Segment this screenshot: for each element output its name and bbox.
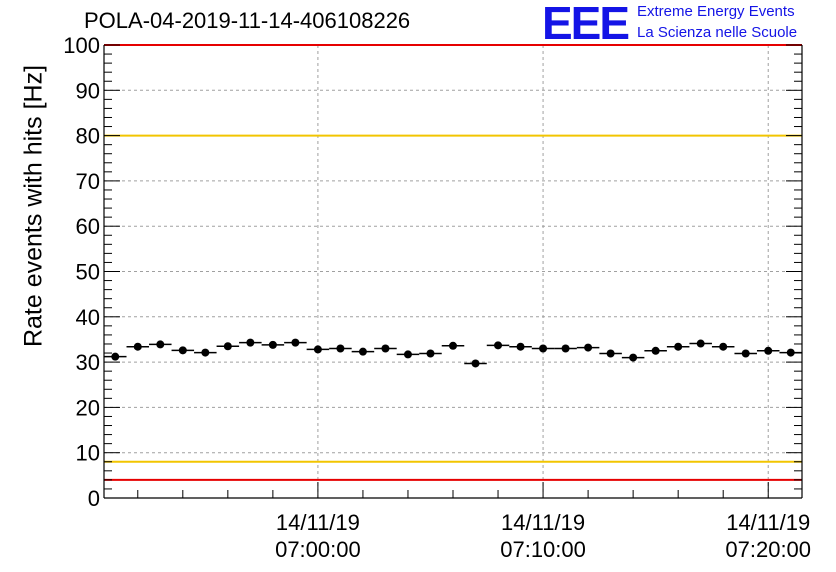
- y-tick-label: 90: [76, 78, 100, 103]
- data-point: [606, 349, 615, 358]
- data-point: [156, 340, 165, 349]
- y-tick-label: 100: [63, 33, 100, 58]
- y-tick-label: 0: [88, 486, 100, 511]
- chart-title: POLA-04-2019-11-14-406108226: [84, 8, 411, 33]
- data-point: [786, 348, 795, 357]
- x-tick-label-time: 07:20:00: [725, 537, 811, 562]
- data-point: [696, 339, 705, 348]
- data-point: [764, 346, 773, 355]
- y-tick-label: 60: [76, 214, 100, 239]
- data-point: [674, 342, 683, 351]
- data-point: [584, 343, 593, 352]
- x-tick-label-date: 14/11/19: [276, 510, 360, 535]
- y-tick-label: 80: [76, 124, 100, 149]
- data-point: [629, 353, 638, 362]
- data-point: [426, 349, 435, 358]
- x-ticks: 14/11/1907:00:0014/11/1907:10:0014/11/19…: [275, 510, 811, 562]
- eee-logo: EEE: [542, 0, 630, 49]
- reference-lines: [104, 44, 802, 481]
- data-point: [741, 349, 750, 358]
- data-points: [104, 338, 802, 368]
- data-point: [358, 347, 367, 356]
- data-point: [539, 344, 548, 353]
- data-point: [223, 342, 232, 351]
- logo-caption-line2: La Scienza nelle Scuole: [637, 24, 798, 41]
- data-point: [719, 342, 728, 351]
- data-point: [178, 346, 187, 355]
- data-point: [494, 341, 503, 350]
- x-tick-label-date: 14/11/19: [726, 510, 810, 535]
- y-tick-label: 10: [76, 441, 100, 466]
- data-point: [516, 342, 525, 351]
- data-point: [133, 342, 142, 351]
- data-point: [111, 352, 120, 361]
- y-tick-label: 70: [76, 169, 100, 194]
- data-point: [449, 341, 457, 350]
- data-point: [313, 345, 322, 354]
- grid: [104, 45, 802, 498]
- y-axis-label: Rate events with hits [Hz]: [19, 64, 48, 348]
- data-point: [651, 346, 660, 355]
- logo-caption-line1: Extreme Energy Events: [637, 3, 795, 20]
- axes: [103, 44, 803, 499]
- data-point: [561, 344, 570, 353]
- data-point: [268, 340, 277, 349]
- data-point: [336, 344, 345, 353]
- y-tick-label: 20: [76, 395, 100, 420]
- y-tick-label: 30: [76, 350, 100, 375]
- data-point: [403, 350, 412, 359]
- data-point: [201, 348, 210, 357]
- x-tick-label-time: 07:00:00: [275, 537, 361, 562]
- x-tick-label-time: 07:10:00: [500, 537, 586, 562]
- data-point: [291, 338, 300, 347]
- data-point: [381, 344, 390, 353]
- x-tick-label-date: 14/11/19: [501, 510, 585, 535]
- data-point: [246, 338, 255, 347]
- y-ticks: 0 10 20 30 40 50 60 70 80 90 100: [63, 33, 100, 511]
- data-point: [471, 359, 480, 368]
- y-tick-label: 50: [76, 260, 100, 285]
- y-tick-label: 40: [76, 305, 100, 330]
